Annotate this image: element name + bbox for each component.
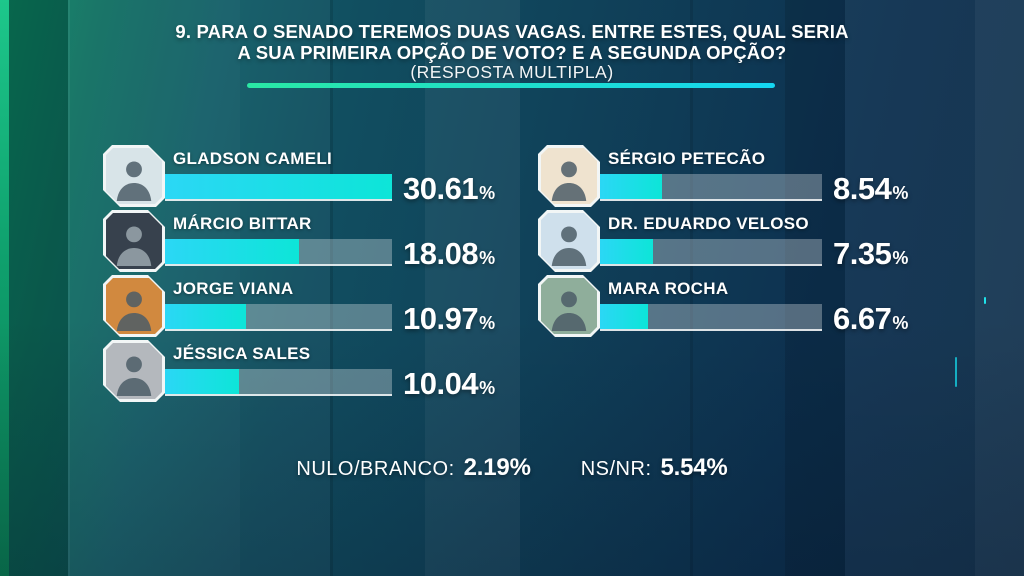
bg-cyan-mark [955, 357, 957, 387]
candidate-row: JÉSSICA SALES 10.04% [103, 340, 533, 402]
person-silhouette-icon [551, 226, 587, 266]
candidate-photo-image [541, 213, 597, 269]
photo-frame [103, 145, 165, 207]
person-silhouette-icon [116, 291, 152, 331]
photo-frame [538, 275, 600, 337]
question-title-line-2: A SUA PRIMEIRA OPÇÃO DE VOTO? E A SEGUND… [237, 42, 787, 63]
question-header: 9. PARA O SENADO TEREMOS DUAS VAGAS. ENT… [0, 21, 1024, 82]
title-underline [247, 83, 775, 88]
nulo-branco-label: NULO/BRANCO: [296, 458, 455, 480]
results-column-right: SÉRGIO PETECÃO 8.54% DR. EDUARDO VELOSO … [538, 145, 968, 340]
bg-stripe [9, 0, 68, 576]
percentage-value: 10.97% [403, 301, 495, 337]
person-silhouette-icon [551, 291, 587, 331]
photo-frame [538, 210, 600, 272]
candidate-photo-image [106, 278, 162, 334]
bar-track [165, 239, 392, 266]
bar-fill [600, 174, 662, 199]
percentage-number: 8.54 [833, 171, 892, 206]
candidate-name: GLADSON CAMELI [173, 149, 333, 168]
bar-track [165, 369, 392, 396]
percentage-value: 6.67% [833, 301, 908, 337]
ns-nr-item: NS/NR: 5.54% [581, 454, 728, 482]
bar-track [600, 239, 822, 266]
bg-stripe [68, 0, 70, 576]
candidate-name: DR. EDUARDO VELOSO [608, 214, 809, 233]
percent-sign: % [892, 183, 909, 203]
bg-stripe [975, 0, 1024, 576]
percent-sign: % [892, 248, 909, 268]
photo-frame [103, 210, 165, 272]
candidate-row: SÉRGIO PETECÃO 8.54% [538, 145, 968, 207]
candidate-photo-image [106, 343, 162, 399]
bar-track [600, 304, 822, 331]
percent-sign: % [892, 313, 909, 333]
candidate-row: MARA ROCHA 6.67% [538, 275, 968, 337]
person-silhouette-icon [116, 161, 152, 201]
summary-footer: NULO/BRANCO: 2.19% NS/NR: 5.54% [0, 454, 1024, 482]
percentage-value: 7.35% [833, 236, 908, 272]
candidate-row: DR. EDUARDO VELOSO 7.35% [538, 210, 968, 272]
candidate-name: SÉRGIO PETECÃO [608, 149, 766, 168]
percentage-number: 30.61 [403, 171, 479, 206]
person-silhouette-icon [116, 226, 152, 266]
percent-sign: % [479, 248, 496, 268]
bar-fill [600, 239, 654, 264]
percentage-number: 10.04 [403, 366, 479, 401]
percentage-number: 7.35 [833, 236, 892, 271]
candidate-photo-image [541, 148, 597, 204]
candidate-photo-image [106, 148, 162, 204]
candidate-name: MÁRCIO BITTAR [173, 214, 312, 233]
ns-nr-value: 5.54% [660, 454, 728, 481]
percent-sign: % [479, 378, 496, 398]
nulo-branco-item: NULO/BRANCO: 2.19% [296, 454, 531, 482]
candidate-photo-image [541, 278, 597, 334]
photo-frame [103, 340, 165, 402]
bar-fill [165, 369, 240, 394]
results-column-left: GLADSON CAMELI 30.61% MÁRCIO BITTAR 18.0… [103, 145, 533, 405]
photo-frame [103, 275, 165, 337]
percentage-value: 18.08% [403, 236, 495, 272]
candidate-name: JÉSSICA SALES [173, 344, 311, 363]
person-silhouette-icon [116, 356, 152, 396]
photo-frame [538, 145, 600, 207]
nulo-branco-value: 2.19% [463, 454, 531, 481]
ns-nr-label: NS/NR: [580, 458, 652, 480]
candidate-row: GLADSON CAMELI 30.61% [103, 145, 533, 207]
bar-fill [165, 174, 392, 199]
percent-sign: % [479, 313, 496, 333]
bar-track [600, 174, 822, 201]
bg-cyan-mark [984, 297, 986, 304]
percentage-number: 18.08 [403, 236, 479, 271]
bg-stripe [0, 0, 9, 576]
percentage-number: 10.97 [403, 301, 479, 336]
percentage-value: 10.04% [403, 366, 495, 402]
bar-fill [165, 239, 300, 264]
candidate-row: MÁRCIO BITTAR 18.08% [103, 210, 533, 272]
candidate-row: JORGE VIANA 10.97% [103, 275, 533, 337]
percentage-value: 8.54% [833, 171, 908, 207]
person-silhouette-icon [551, 161, 587, 201]
question-subtitle: (RESPOSTA MULTIPLA) [410, 62, 614, 82]
percentage-value: 30.61% [403, 171, 495, 207]
bar-track [165, 174, 392, 201]
candidate-name: JORGE VIANA [173, 279, 294, 298]
candidate-name: MARA ROCHA [608, 279, 729, 298]
percent-sign: % [479, 183, 496, 203]
candidate-photo-image [106, 213, 162, 269]
bar-fill [600, 304, 649, 329]
bar-track [165, 304, 392, 331]
percentage-number: 6.67 [833, 301, 892, 336]
bar-fill [165, 304, 247, 329]
question-title-line-1: 9. PARA O SENADO TEREMOS DUAS VAGAS. ENT… [175, 21, 849, 42]
